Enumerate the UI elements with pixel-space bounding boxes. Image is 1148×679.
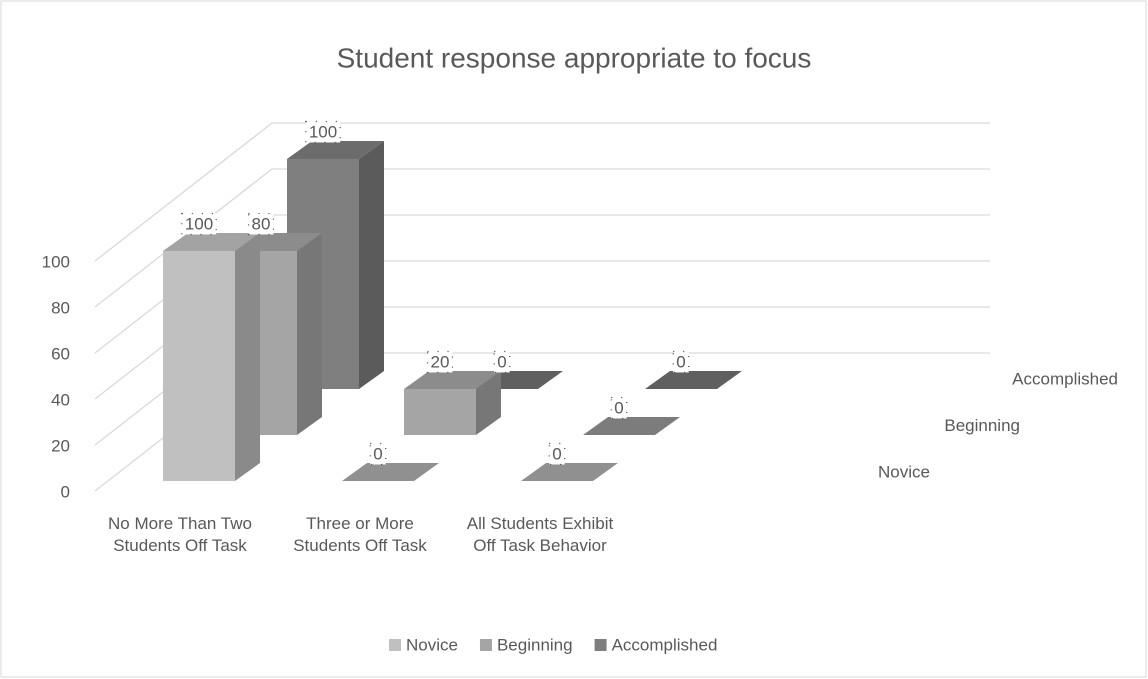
data-label: 20 <box>431 352 450 371</box>
y-tick-label: 60 <box>51 344 70 363</box>
data-label-box <box>426 350 454 374</box>
data-label-box <box>493 350 511 374</box>
bar-front <box>404 389 476 435</box>
bar-top <box>645 371 742 389</box>
y-tick-label: 0 <box>61 482 70 501</box>
bar-top <box>521 463 618 481</box>
data-label-box <box>610 396 628 420</box>
data-label: 100 <box>185 214 213 233</box>
data-label: 0 <box>614 398 623 417</box>
bar-top <box>404 371 501 389</box>
depth-label: Accomplished <box>1012 369 1118 388</box>
data-label: 80 <box>252 214 271 233</box>
y-tick-label: 40 <box>51 390 70 409</box>
y-tick-label: 80 <box>51 298 70 317</box>
bar-top <box>342 463 439 481</box>
bar-top <box>583 417 680 435</box>
depth-label: Novice <box>878 462 930 481</box>
legend-swatch <box>389 639 401 651</box>
data-label-box <box>305 120 341 144</box>
chart-title: Student response appropriate to focus <box>337 42 812 73</box>
data-label: 0 <box>552 444 561 463</box>
data-label-box <box>369 442 387 466</box>
bar-top <box>287 141 384 159</box>
data-label: 100 <box>309 122 337 141</box>
grid-line <box>94 122 990 262</box>
x-tick-label: All Students Exhibit Off Task Behavior <box>466 514 614 555</box>
legend-swatch <box>594 639 607 651</box>
data-label-box <box>548 442 566 466</box>
bar <box>163 233 260 481</box>
legend-label: Accomplished <box>612 635 718 654</box>
x-tick-label: Three or More Students Off Task <box>293 514 427 555</box>
x-tick-label: No More Than Two Students Off Task <box>108 514 252 555</box>
bar-side <box>359 141 384 389</box>
data-label-box <box>247 212 275 236</box>
bar <box>521 463 618 481</box>
data-label-box <box>672 350 690 374</box>
bar <box>404 371 501 435</box>
legend-label: Novice <box>406 635 458 654</box>
y-tick-label: 100 <box>42 252 70 271</box>
legend-label: Beginning <box>497 635 573 654</box>
data-label-box <box>181 212 217 236</box>
bar-front <box>163 251 235 481</box>
bar-top <box>163 233 260 251</box>
bar-side <box>297 233 322 435</box>
bar-side <box>235 233 260 481</box>
grid-line <box>94 168 990 308</box>
data-label: 0 <box>373 444 382 463</box>
data-label: 0 <box>497 352 506 371</box>
depth-label: Beginning <box>944 416 1020 435</box>
bar <box>645 371 742 389</box>
y-tick-label: 20 <box>51 436 70 455</box>
bar-side <box>476 371 501 435</box>
bar <box>342 463 439 481</box>
data-label: 0 <box>676 352 685 371</box>
legend-swatch <box>479 639 492 651</box>
bar <box>583 417 680 435</box>
